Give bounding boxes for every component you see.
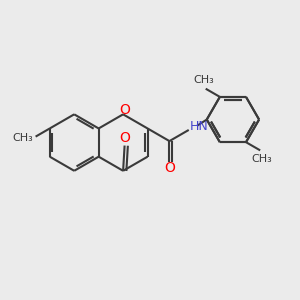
Text: O: O	[119, 103, 130, 117]
Text: CH₃: CH₃	[194, 75, 214, 85]
Text: O: O	[164, 161, 175, 176]
Text: CH₃: CH₃	[13, 133, 33, 143]
Text: CH₃: CH₃	[251, 154, 272, 164]
Text: O: O	[119, 131, 130, 145]
Text: HN: HN	[190, 121, 209, 134]
